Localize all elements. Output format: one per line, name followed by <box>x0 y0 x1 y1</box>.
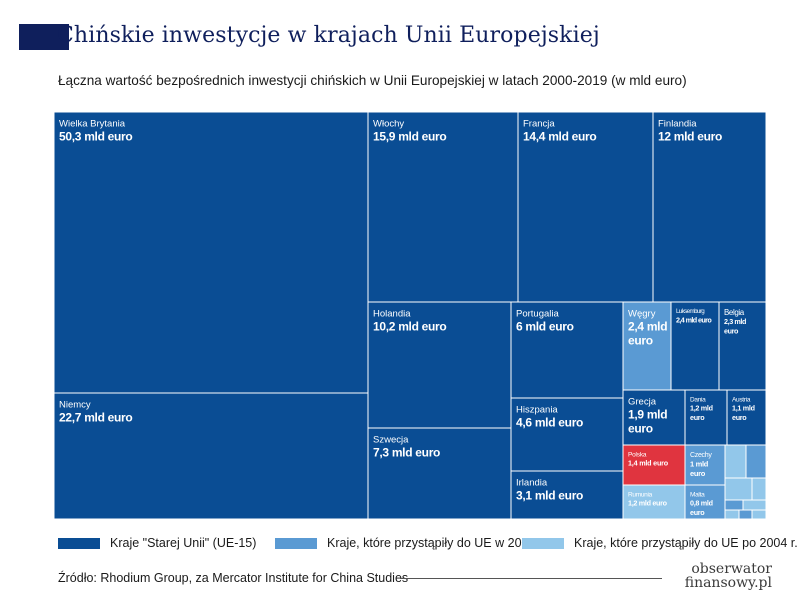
treemap-cell-luksemburg <box>670 301 720 391</box>
treemap-value-czechy: 1 mld euro <box>690 460 709 479</box>
treemap-cell-small-7 <box>724 509 740 520</box>
treemap-value-niemcy: 22,7 mld euro <box>59 411 132 425</box>
treemap-cell-polska <box>622 444 686 486</box>
treemap-cell-small-9 <box>751 509 767 520</box>
legend-swatch-joined-after-2004 <box>522 537 564 549</box>
legend-label-joined-after-2004: Kraje, które przystąpiły do UE po 2004 r… <box>574 536 798 550</box>
treemap-value-finlandia: 12 mld euro <box>658 130 722 144</box>
treemap-label-szwecja: Szwecja <box>373 435 409 446</box>
treemap-cell-malta <box>684 484 726 520</box>
treemap-cell-wielka-brytania <box>53 111 369 394</box>
treemap-label-francja: Francja <box>523 119 555 130</box>
treemap-value-szwecja: 7,3 mld euro <box>373 446 440 460</box>
legend-label-joined-2004: Kraje, które przystąpiły do UE w 2004 r. <box>327 536 546 550</box>
treemap-label-irlandia: Irlandia <box>516 478 548 489</box>
treemap-value-wlochy: 15,9 mld euro <box>373 130 446 144</box>
legend-label-old-eu: Kraje "Starej Unii" (UE-15) <box>110 536 257 550</box>
treemap-value-dania: 1,2 mld euro <box>690 404 713 422</box>
treemap-label-polska: Polska <box>628 452 647 459</box>
treemap-label-portugalia: Portugalia <box>516 309 559 320</box>
treemap-label-grecja: Grecja <box>628 397 657 408</box>
treemap-cell-small-6 <box>742 499 767 511</box>
treemap-value-irlandia: 3,1 mld euro <box>516 489 583 503</box>
logo-line-1: obserwator <box>691 561 772 577</box>
legend-item-joined-after-2004: Kraje, które przystąpiły do UE po 2004 r… <box>522 536 798 550</box>
publisher-logo: obserwator finansowy.pl <box>666 562 772 590</box>
legend-swatch-joined-2004 <box>275 537 317 549</box>
legend-item-joined-2004: Kraje, które przystąpiły do UE w 2004 r. <box>275 536 546 550</box>
treemap-label-belgia: Belgia <box>724 308 745 317</box>
treemap-label-czechy: Czechy <box>690 452 712 459</box>
source-note: Źródło: Rhodium Group, za Mercator Insti… <box>58 571 409 585</box>
treemap-label-dania: Dania <box>690 397 706 404</box>
treemap-cell-small-1 <box>724 444 747 479</box>
treemap-cell-belgia <box>718 301 767 391</box>
treemap-value-grecja: 1,9 mld euro <box>628 408 667 436</box>
treemap-cell-grecja <box>622 389 686 446</box>
treemap-cell-dania <box>684 389 728 446</box>
title-accent-block <box>19 24 69 50</box>
treemap-cell-francja <box>517 111 654 303</box>
treemap-cell-austria <box>726 389 767 446</box>
treemap-cell-holandia <box>367 301 512 429</box>
treemap-value-austria: 1,1 mld euro <box>732 404 755 422</box>
treemap-label-wielka-brytania: Wielka Brytania <box>59 119 126 130</box>
legend-swatch-old-eu <box>58 537 100 549</box>
page-title: Chińskie inwestycje w krajach Unii Europ… <box>57 23 600 48</box>
legend-item-old-eu: Kraje "Starej Unii" (UE-15) <box>58 536 256 550</box>
treemap-cell-wlochy <box>367 111 519 303</box>
treemap-label-hiszpania: Hiszpania <box>516 405 558 416</box>
treemap-label-austria: Austria <box>732 397 751 404</box>
treemap-label-luksemburg: Luksemburg <box>676 308 705 315</box>
treemap-cell-small-2 <box>745 444 767 479</box>
treemap-label-rumunia: Rumunia <box>628 492 653 499</box>
treemap-cell-small-5 <box>724 499 744 511</box>
treemap-value-wegry: 2,4 mld euro <box>628 320 667 348</box>
treemap-label-wegry: Węgry <box>628 309 656 320</box>
chart-subtitle: Łączna wartość bezpośrednich inwestycji … <box>58 73 687 88</box>
treemap-cell-small-4 <box>751 477 767 501</box>
treemap-value-malta: 0,8 mld euro <box>690 499 713 517</box>
treemap-value-belgia: 2,3 mld euro <box>724 317 746 335</box>
treemap-label-finlandia: Finlandia <box>658 119 697 130</box>
logo-line-2: finansowy.pl <box>684 575 772 591</box>
treemap-label-wlochy: Włochy <box>373 119 404 130</box>
treemap-value-hiszpania: 4,6 mld euro <box>516 416 583 430</box>
treemap-value-polska: 1,4 mld euro <box>628 459 669 468</box>
treemap-cell-finlandia <box>652 111 767 303</box>
treemap-value-rumunia: 1,2 mld euro <box>628 499 668 508</box>
treemap-value-holandia: 10,2 mld euro <box>373 320 446 334</box>
treemap-value-luksemburg: 2,4 mld euro <box>676 315 712 324</box>
treemap-value-wielka-brytania: 50,3 mld euro <box>59 130 132 144</box>
treemap-label-malta: Malta <box>690 492 705 499</box>
treemap-cell-small-3 <box>724 477 753 501</box>
treemap-cell-czechy <box>684 444 726 486</box>
treemap-label-niemcy: Niemcy <box>59 400 91 411</box>
treemap-label-holandia: Holandia <box>373 309 411 320</box>
treemap-value-portugalia: 6 mld euro <box>516 320 574 334</box>
treemap-cell-wegry <box>622 301 672 391</box>
treemap-cell-szwecja <box>367 427 512 520</box>
legend: Kraje "Starej Unii" (UE-15) Kraje, które… <box>0 536 805 556</box>
treemap-value-francja: 14,4 mld euro <box>523 130 596 144</box>
treemap-cell-hiszpania <box>510 397 624 472</box>
source-divider <box>400 578 662 579</box>
treemap-cell-small-8 <box>738 509 753 520</box>
treemap-cell-rumunia <box>622 484 686 520</box>
